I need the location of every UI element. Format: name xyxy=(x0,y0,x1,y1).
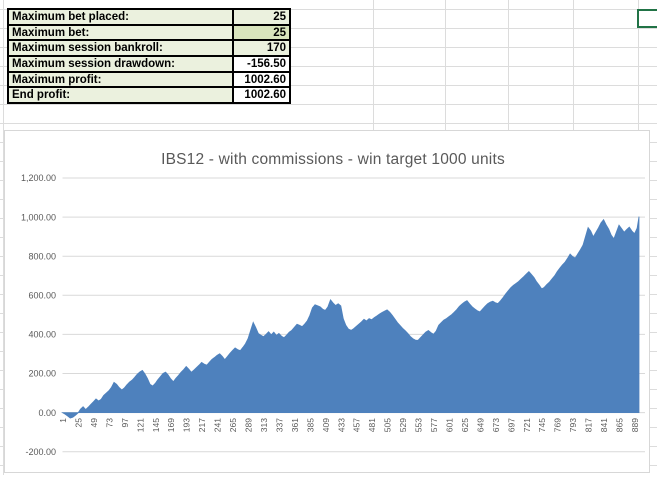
sheet-column-gridline xyxy=(508,0,509,130)
sheet-column-gridline xyxy=(373,0,374,130)
x-axis-tick-label: 265 xyxy=(228,418,238,432)
y-axis-tick-label: 0.00 xyxy=(38,408,56,418)
x-axis-tick-label: 769 xyxy=(553,418,563,432)
stat-value-cell[interactable]: 1002.60 xyxy=(232,86,291,105)
x-axis-tick-label: 433 xyxy=(336,418,346,432)
x-axis-tick-label: 793 xyxy=(568,418,578,432)
table-row: Maximum profit: 1002.60 xyxy=(7,70,291,89)
profit-chart-canvas: 1,200.00 1,000.00 800.00 600.00 400.00 200.00… xyxy=(21,151,645,457)
x-axis-tick-label: 289 xyxy=(244,418,254,432)
table-row: Maximum bet placed: 25 xyxy=(7,8,291,26)
stat-value-cell[interactable]: -156.50 xyxy=(232,55,291,73)
sheet-column-gridline xyxy=(573,0,574,130)
sheet-column-gridline xyxy=(3,0,4,475)
x-axis-tick-label: 841 xyxy=(599,418,609,432)
x-axis-tick-label: 169 xyxy=(166,418,176,432)
x-axis-tick-label: 649 xyxy=(475,418,485,432)
x-axis-tick-label: 313 xyxy=(259,418,269,432)
stats-table: Maximum bet placed: 25 Maximum bet: 25 Maxim… xyxy=(7,8,291,105)
y-axis-tick-label: 800.00 xyxy=(28,251,56,261)
y-axis-tick-label: 400.00 xyxy=(28,330,56,340)
selected-cell[interactable] xyxy=(637,9,657,28)
profit-area-series xyxy=(61,216,640,419)
y-axis-tick-label: 200.00 xyxy=(28,369,56,379)
x-axis-tick-label: 385 xyxy=(305,418,315,432)
chart-title: IBS12 - with commissions - win target 10… xyxy=(161,151,505,168)
x-axis-tick-label: 529 xyxy=(398,418,408,432)
x-axis-tick-label: 721 xyxy=(522,418,532,432)
x-axis-tick-label: 745 xyxy=(537,418,547,432)
x-axis-tick-label: 505 xyxy=(383,418,393,432)
y-axis-tick-label: 600.00 xyxy=(28,291,56,301)
table-row: Maximum session drawdown: -156.50 xyxy=(7,55,291,73)
x-axis-tick-label: 193 xyxy=(182,418,192,432)
x-axis-tick-label: 625 xyxy=(460,418,470,432)
x-axis-tick-label: 457 xyxy=(352,418,362,432)
x-axis-tick-label: 361 xyxy=(290,418,300,432)
x-axis-tick-label: 1 xyxy=(58,418,68,423)
stat-label-cell[interactable]: Maximum profit: xyxy=(7,70,234,89)
profit-chart[interactable]: 1,200.00 1,000.00 800.00 600.00 400.00 200.00… xyxy=(4,130,650,473)
y-axis-tick-label: 1,200.00 xyxy=(21,173,56,183)
x-axis-tick-label: 97 xyxy=(120,418,130,428)
x-axis-tick-label: 121 xyxy=(135,418,145,432)
stat-label-cell[interactable]: Maximum bet placed: xyxy=(7,8,234,26)
x-axis-tick-label: 73 xyxy=(104,418,114,428)
stat-value-cell[interactable]: 170 xyxy=(232,39,291,58)
stat-value-cell[interactable]: 25 xyxy=(232,8,291,26)
table-row: Maximum bet: 25 xyxy=(7,23,291,42)
stat-label-cell[interactable]: Maximum bet: xyxy=(7,23,234,42)
table-row: Maximum session bankroll: 170 xyxy=(7,39,291,58)
x-axis-tick-label: 673 xyxy=(491,418,501,432)
x-axis-tick-label: 145 xyxy=(151,418,161,432)
stat-label-cell[interactable]: Maximum session drawdown: xyxy=(7,55,234,73)
x-axis-tick-label: 601 xyxy=(444,418,454,432)
sheet-column-gridline xyxy=(445,0,446,130)
x-axis-tick-label: 481 xyxy=(367,418,377,432)
x-axis-tick-label: 25 xyxy=(73,418,83,428)
y-axis-tick-label: 1,000.00 xyxy=(21,212,56,222)
stat-label-cell[interactable]: Maximum session bankroll: xyxy=(7,39,234,58)
x-axis-tick-label: 889 xyxy=(630,418,640,432)
table-row: End profit: 1002.60 xyxy=(7,86,291,105)
x-axis-tick-label: 577 xyxy=(429,418,439,432)
x-axis-tick-label: 241 xyxy=(213,418,223,432)
stat-value-cell[interactable]: 1002.60 xyxy=(232,70,291,89)
x-axis-tick-label: 697 xyxy=(506,418,516,432)
y-axis-tick-label: -200.00 xyxy=(25,447,56,457)
sheet-column-gridline xyxy=(638,0,639,130)
x-axis-tick-label: 49 xyxy=(89,418,99,428)
x-axis-tick-label: 817 xyxy=(584,418,594,432)
x-axis-tick-label: 217 xyxy=(197,418,207,432)
stat-value-cell[interactable]: 25 xyxy=(232,23,291,42)
stat-label-cell[interactable]: End profit: xyxy=(7,86,234,105)
x-axis-tick-label: 409 xyxy=(321,418,331,432)
x-axis-tick-label: 865 xyxy=(615,418,625,432)
x-axis-tick-label: 337 xyxy=(274,418,284,432)
x-axis-tick-label: 553 xyxy=(414,418,424,432)
